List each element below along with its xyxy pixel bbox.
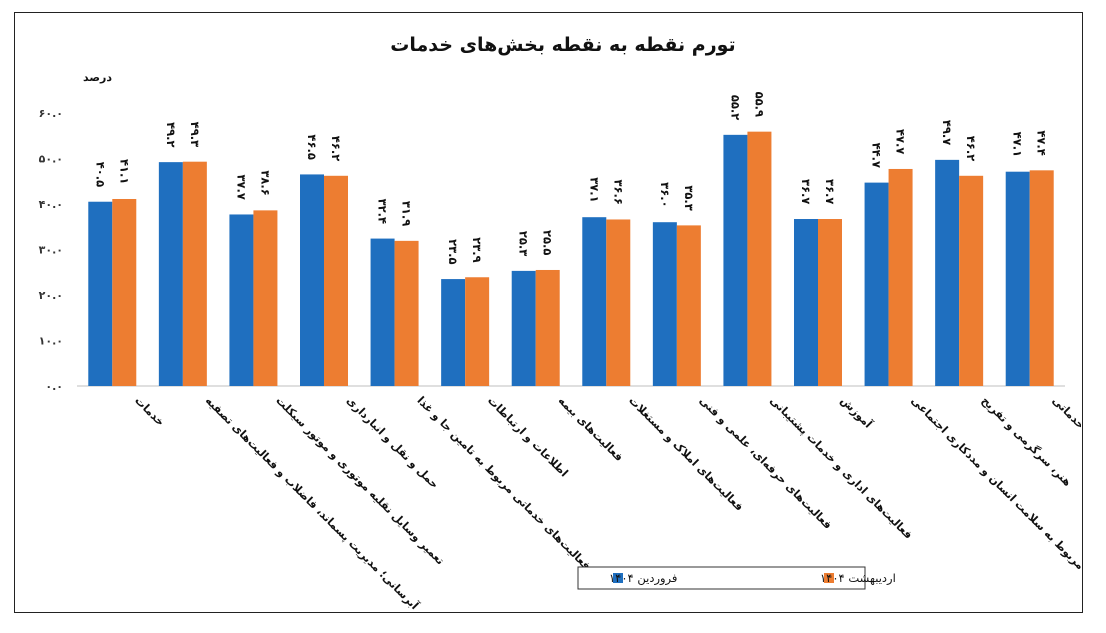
data-label: ۳۶.۷ xyxy=(823,179,837,204)
bar-farvardin xyxy=(370,238,395,386)
chart-title: تورم نقطه به نقطه بخش‌های خدمات xyxy=(390,34,735,56)
bar-farvardin xyxy=(723,134,748,386)
bar-farvardin xyxy=(1005,171,1030,386)
data-label: ۴۱.۱ xyxy=(117,159,131,184)
data-label: ۲۵.۳ xyxy=(517,231,531,256)
bar-ordibehesht xyxy=(818,219,842,386)
category-label: فعالیت‌های بیمه xyxy=(556,394,626,464)
bar-ordibehesht xyxy=(324,175,348,386)
bar-farvardin xyxy=(158,162,183,386)
data-label: ۴۹.۷ xyxy=(940,120,954,145)
data-label: ۳۱.۹ xyxy=(400,201,414,226)
category-label: فعالیت‌های حرفه‌ای، علمی و فنی xyxy=(697,394,835,532)
category-label: آموزش xyxy=(838,393,876,431)
data-label: ۳۸.۶ xyxy=(258,170,272,195)
data-label: ۳۶.۰ xyxy=(658,182,672,207)
chart-frame: تورم نقطه به نقطه بخش‌های خدمات درصد ۰.۰… xyxy=(14,12,1083,613)
bar-farvardin xyxy=(300,174,324,386)
bar-ordibehesht xyxy=(747,131,772,386)
data-label: ۴۷.۴ xyxy=(1035,130,1049,155)
y-tick-label: ۴۰.۰ xyxy=(39,198,63,211)
data-label: ۴۷.۱ xyxy=(1011,132,1025,157)
y-tick-label: ۵۰.۰ xyxy=(39,153,63,166)
data-label: ۳۷.۷ xyxy=(234,174,248,199)
data-label: ۵۵.۲ xyxy=(728,95,742,120)
data-label: ۲۳.۵ xyxy=(446,239,460,264)
data-label: ۳۶.۶ xyxy=(611,179,625,204)
bar-ordibehesht xyxy=(394,240,419,386)
category-label: خدمات xyxy=(132,394,167,429)
data-labels-group: ۴۰.۵ ۴۱.۱ ۴۹.۲ ۴۹.۳ ۳۷.۷ ۳۸.۶ ۴۶.۵ ۴۶.۲ ۳۲.۴ ۳۱.۹… xyxy=(93,92,1048,265)
bar-farvardin xyxy=(229,214,254,386)
data-label: ۳۵.۳ xyxy=(682,185,696,210)
data-label: ۳۶.۷ xyxy=(799,179,813,204)
legend-box xyxy=(577,566,866,590)
bar-farvardin xyxy=(441,279,466,386)
category-label: فعالیت‌های مربوط به سلامت انسان و مددکار… xyxy=(908,394,1081,611)
bar-farvardin xyxy=(652,222,677,386)
legend-label-farvardin: اردیبهشت ۱۴۰۴ xyxy=(820,571,896,586)
data-label: ۴۶.۲ xyxy=(329,136,343,161)
bar-ordibehesht xyxy=(888,168,913,386)
bar-ordibehesht xyxy=(182,161,207,386)
category-label: فعالیت‌های املاک و مستغلات xyxy=(626,394,746,514)
data-label: ۴۶.۵ xyxy=(305,134,319,159)
bar-farvardin xyxy=(511,270,536,386)
bar-farvardin xyxy=(935,159,960,386)
y-tick-label: ۶۰.۰ xyxy=(39,107,63,120)
bar-farvardin xyxy=(794,219,818,386)
bars-group xyxy=(88,131,1054,386)
legend: اردیبهشت ۱۴۰۴ فروردین ۱۴۰۴ xyxy=(577,566,896,590)
data-label: ۴۴.۷ xyxy=(870,143,884,168)
y-axis-label: درصد xyxy=(83,71,112,84)
bar-ordibehesht xyxy=(253,210,278,386)
legend-swatch-ordibehesht xyxy=(613,573,623,583)
bar-ordibehesht xyxy=(606,219,631,386)
y-tick-label: ۱۰.۰ xyxy=(39,335,63,348)
bar-chart: تورم نقطه به نقطه بخش‌های خدمات درصد ۰.۰… xyxy=(39,34,1081,611)
data-label: ۴۶.۲ xyxy=(964,136,978,161)
bar-farvardin xyxy=(864,182,889,386)
data-label: ۴۹.۲ xyxy=(164,122,178,147)
data-label: ۴۰.۵ xyxy=(93,162,107,187)
data-label: ۳۲.۴ xyxy=(376,199,390,224)
bar-ordibehesht xyxy=(676,225,701,386)
data-label: ۲۳.۹ xyxy=(470,237,484,262)
category-label: فعالیت‌های اداری و خدمات پشتیبانی xyxy=(767,394,915,542)
data-label: ۳۷.۱ xyxy=(587,177,601,202)
bar-farvardin xyxy=(88,201,113,386)
y-tick-label: ۲۰.۰ xyxy=(39,289,63,302)
bar-ordibehesht xyxy=(535,269,560,386)
data-label: ۴۹.۳ xyxy=(188,122,202,147)
y-tick-label: ۳۰.۰ xyxy=(39,244,63,257)
y-tick-label: ۰.۰ xyxy=(45,380,63,393)
bar-farvardin xyxy=(582,217,607,386)
bar-ordibehesht xyxy=(1029,170,1054,386)
bar-ordibehesht xyxy=(959,175,984,386)
y-axis-ticks: ۰.۰ ۱۰.۰ ۲۰.۰ ۳۰.۰ ۴۰.۰ ۵۰.۰ ۶۰.۰ xyxy=(39,107,63,393)
bar-ordibehesht xyxy=(112,198,137,386)
data-label: ۴۷.۷ xyxy=(894,129,908,154)
category-label: اطلاعات و ارتباطات xyxy=(485,394,571,480)
bar-ordibehesht xyxy=(465,277,490,386)
legend-swatch-farvardin xyxy=(824,573,834,583)
data-label: ۵۵.۹ xyxy=(752,92,766,117)
legend-label-ordibehesht: فروردین ۱۴۰۴ xyxy=(609,571,677,586)
data-label: ۲۵.۵ xyxy=(541,230,555,255)
